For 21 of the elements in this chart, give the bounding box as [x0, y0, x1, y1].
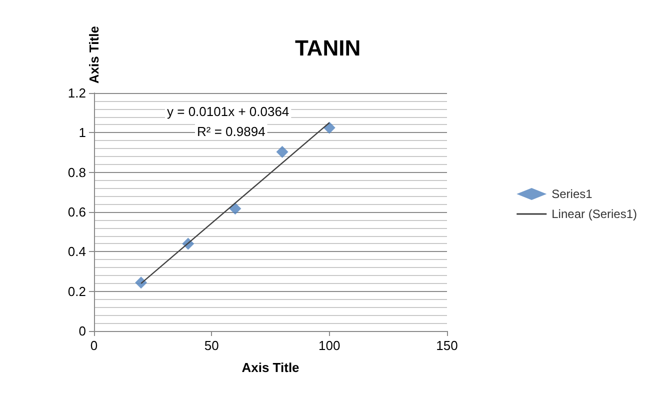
x-axis-title: Axis Title [242, 360, 300, 375]
y-tick-label: 1 [78, 125, 86, 140]
y-tick-label: 0.2 [68, 284, 86, 299]
annotation: y = 0.0101x + 0.0364 [167, 104, 290, 119]
y-tick-label: 0 [78, 324, 86, 338]
y-tick-label: 0.8 [68, 164, 86, 180]
chart-title: TANIN [295, 36, 361, 60]
x-tick-label: 150 [436, 338, 458, 353]
x-tick-label: 0 [90, 338, 98, 353]
annotation: R² = 0.9894 [197, 124, 266, 139]
point [135, 276, 148, 289]
y-axis-title: Axis Title [86, 26, 102, 84]
point [276, 146, 288, 158]
point [323, 122, 336, 134]
x-tick-label: 100 [318, 338, 340, 353]
y-tick-label: 1.2 [68, 86, 86, 100]
legend-label: Series1 [552, 187, 593, 201]
legend-label: Linear (Series1) [552, 207, 638, 221]
x-tick-label: 50 [204, 338, 219, 353]
y-tick-label: 0.6 [68, 204, 86, 220]
y-tick-label: 0.4 [68, 244, 86, 260]
